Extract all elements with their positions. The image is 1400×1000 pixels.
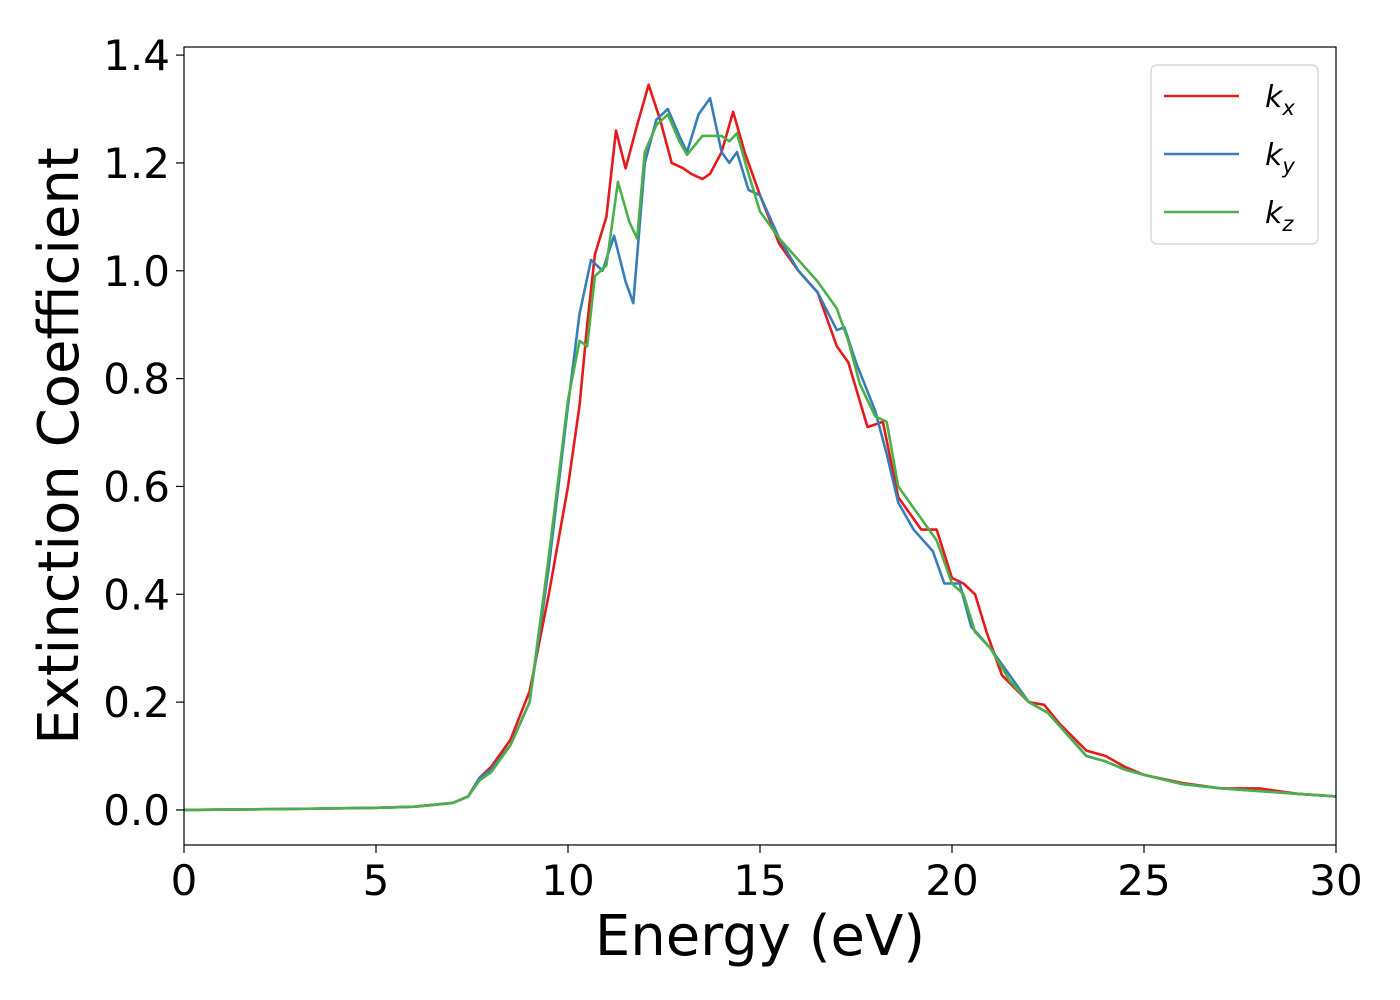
y-tick-label: 0.0: [103, 786, 170, 835]
x-tick-label: 30: [1309, 856, 1362, 905]
legend-label-y: ky: [1265, 138, 1295, 178]
data-lines: [184, 83, 1336, 812]
x-axis-ticks: 0 5 10 15 20 25 30: [171, 845, 1363, 905]
x-tick-label: 0: [171, 856, 198, 905]
x-tick-label: 20: [925, 856, 978, 905]
legend-label-x: kx: [1265, 80, 1295, 120]
x-tick-label: 15: [733, 856, 786, 905]
y-tick-label: 1.2: [103, 139, 170, 188]
legend: kx ky kz: [1150, 64, 1319, 245]
x-tick-label: 10: [541, 856, 594, 905]
y-tick-label: 0.8: [103, 355, 170, 404]
y-tick-label: 0.4: [103, 570, 170, 619]
y-axis-ticks: 0.0 0.2 0.4 0.6 0.8 1.0 1.2 1.4: [103, 31, 184, 835]
x-tick-label: 5: [363, 856, 390, 905]
plot-area: [184, 47, 1336, 845]
y-tick-label: 1.4: [103, 31, 170, 80]
x-axis-title: Energy (eV): [595, 904, 925, 969]
y-tick-label: 0.2: [103, 678, 170, 727]
legend-label-z: kz: [1265, 196, 1294, 236]
series-line-z: [184, 113, 1336, 812]
y-tick-label: 0.6: [103, 462, 170, 511]
y-tick-label: 1.0: [103, 247, 170, 296]
y-axis-title: Extinction Coefficient: [27, 147, 92, 745]
x-tick-label: 25: [1117, 856, 1170, 905]
